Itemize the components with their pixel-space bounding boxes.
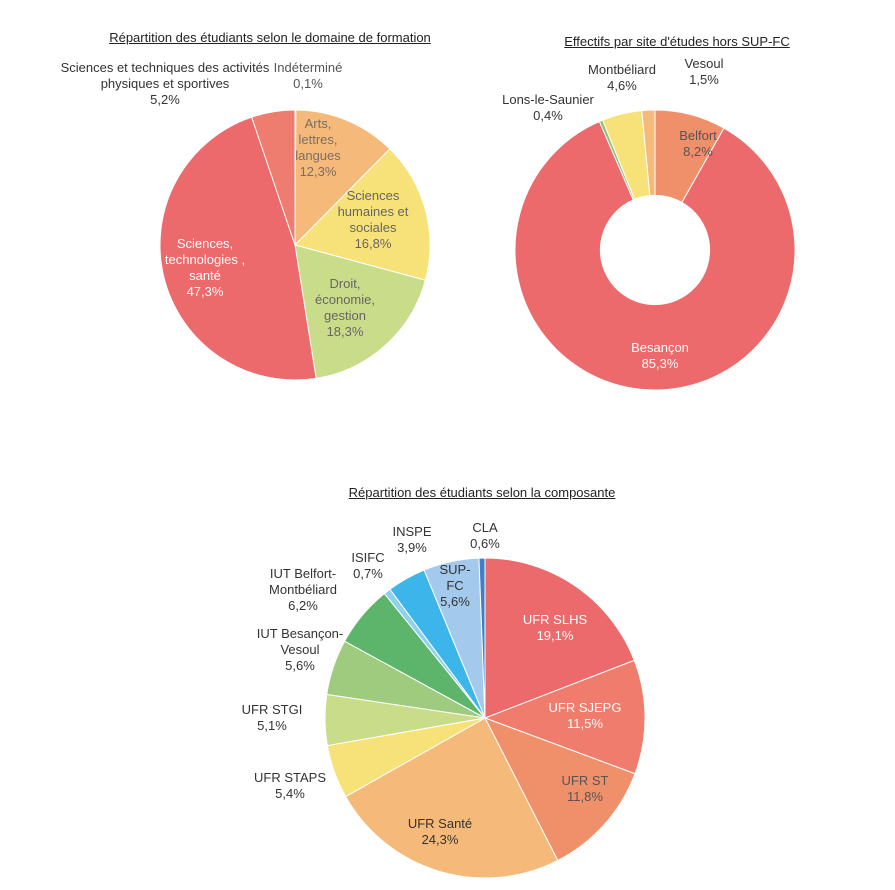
value-label: 3,9%: [397, 540, 427, 555]
slice: [251, 109, 296, 246]
data-label: Sciences et techniques des activités phy…: [58, 60, 273, 108]
value-label: 85,3%: [641, 356, 679, 371]
data-label: CLA 0,6%: [460, 520, 510, 552]
data-label: Arts, lettres, langues 12,3%: [287, 116, 349, 180]
value-label: 0,6%: [470, 536, 500, 551]
data-label: UFR ST 11,8%: [545, 773, 625, 805]
data-label: Montbéliard 4,6%: [577, 62, 667, 94]
category-label: UFR Santé: [407, 816, 473, 831]
value-label: 1,5%: [689, 72, 719, 87]
value-label: 5,6%: [440, 594, 470, 609]
category-label: Lons-le-Saunier: [502, 92, 594, 107]
data-label: UFR SJEPG 11,5%: [535, 700, 635, 732]
category-label: Arts, lettres, langues: [295, 116, 341, 163]
category-label: SUP-FC: [439, 562, 471, 593]
slice: [294, 244, 426, 379]
category-label: ISIFC: [351, 550, 385, 565]
slice: [478, 557, 486, 719]
value-label: 11,5%: [567, 716, 603, 731]
value-label: 19,1%: [536, 628, 574, 643]
data-label: Indéterminé 0,1%: [263, 60, 353, 92]
data-label: Lons-le-Saunier 0,4%: [491, 92, 606, 124]
category-label: UFR STGI: [241, 702, 303, 717]
category-label: Sciences et techniques des activités phy…: [60, 60, 270, 91]
data-label: Droit, économie, gestion 18,3%: [305, 276, 385, 340]
data-label: IUT Besançon-Vesoul 5,6%: [240, 626, 360, 674]
category-label: Belfort: [679, 128, 717, 143]
data-label: Sciences, technologies , santé 47,3%: [160, 236, 250, 300]
value-label: 12,3%: [299, 164, 337, 179]
value-label: 0,4%: [533, 108, 563, 123]
value-label: 0,7%: [353, 566, 383, 581]
category-label: IUT Belfort-Montbéliard: [269, 566, 337, 597]
data-label: Belfort 8,2%: [668, 128, 728, 160]
value-label: 18,3%: [326, 324, 364, 339]
data-label: UFR STGI 5,1%: [232, 702, 312, 734]
value-label: 0,1%: [293, 76, 323, 91]
category-label: CLA: [472, 520, 498, 535]
data-label: Vesoul 1,5%: [674, 56, 734, 88]
value-label: 24,3%: [421, 832, 459, 847]
slice: [294, 148, 431, 281]
chart-title: Répartition des étudiants selon le domai…: [109, 30, 431, 45]
slice: [641, 109, 656, 197]
chart-title: Effectifs par site d'études hors SUP-FC: [564, 34, 790, 49]
category-label: Montbéliard: [588, 62, 656, 77]
slice: [484, 557, 635, 719]
slice: [159, 116, 317, 381]
category-label: Droit, économie, gestion: [315, 276, 375, 323]
category-label: UFR STAPS: [254, 770, 326, 785]
value-label: 6,2%: [288, 598, 318, 613]
data-label: SUP-FC 5,6%: [435, 562, 475, 610]
slice: [294, 109, 391, 247]
chart-title: Répartition des étudiants selon la compo…: [348, 485, 616, 500]
value-label: 47,3%: [186, 284, 224, 299]
category-label: Sciences humaines et sociales: [337, 188, 409, 235]
data-label: UFR SLHS 19,1%: [505, 612, 605, 644]
data-label: IUT Belfort-Montbéliard 6,2%: [253, 566, 353, 614]
value-label: 16,8%: [354, 236, 392, 251]
value-label: 4,6%: [607, 78, 637, 93]
value-label: 5,6%: [285, 658, 315, 673]
value-label: 5,4%: [275, 786, 305, 801]
category-label: Besançon: [631, 340, 689, 355]
category-label: Sciences, technologies , santé: [164, 236, 246, 283]
data-label: ISIFC 0,7%: [343, 550, 393, 582]
data-label: Besançon 85,3%: [620, 340, 700, 372]
category-label: UFR ST: [561, 773, 609, 788]
value-label: 5,2%: [150, 92, 180, 107]
value-label: 5,1%: [257, 718, 287, 733]
value-label: 11,8%: [567, 789, 603, 804]
slice: [514, 120, 796, 391]
category-label: Indéterminé: [273, 60, 343, 75]
slice: [483, 717, 636, 862]
category-label: INSPE: [392, 524, 432, 539]
category-label: IUT Besançon-Vesoul: [256, 626, 344, 657]
slice: [344, 717, 559, 879]
data-label: INSPE 3,9%: [387, 524, 437, 556]
slice: [483, 659, 646, 775]
data-label: UFR STAPS 5,4%: [245, 770, 335, 802]
data-label: Sciences humaines et sociales 16,8%: [331, 188, 416, 252]
category-label: UFR SJEPG: [548, 700, 622, 715]
data-label: UFR Santé 24,3%: [390, 816, 490, 848]
category-label: Vesoul: [684, 56, 724, 71]
value-label: 8,2%: [683, 144, 713, 159]
category-label: UFR SLHS: [522, 612, 588, 627]
